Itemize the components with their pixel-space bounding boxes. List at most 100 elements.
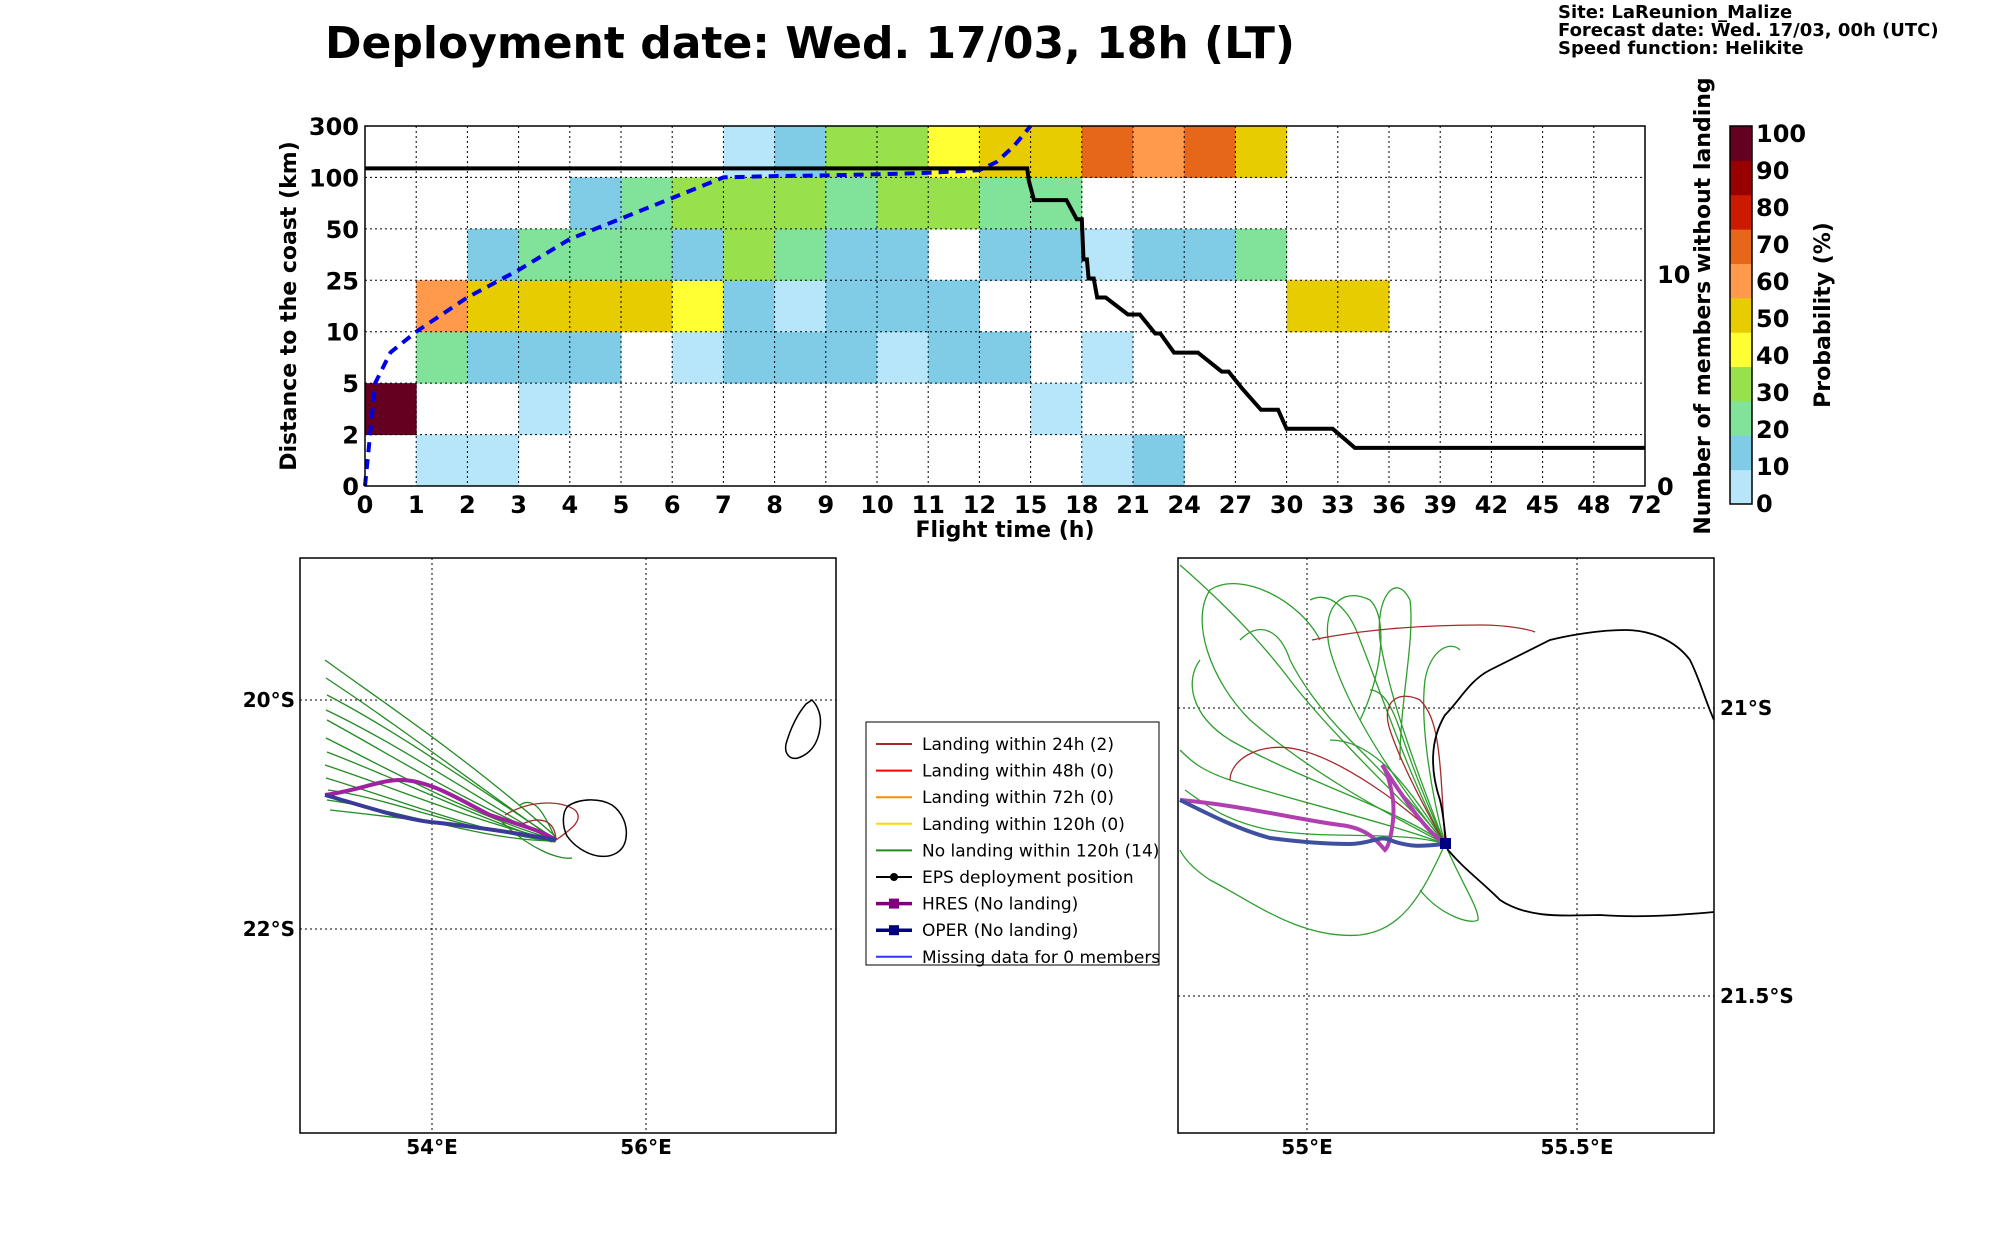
speed-function-label: Speed function: Helikite — [1558, 38, 1804, 59]
heatmap-cell — [774, 280, 827, 333]
heatmap-cell — [621, 280, 673, 333]
trajectory — [326, 694, 558, 841]
heatmap-cell — [928, 177, 980, 230]
heatmap-cell — [1081, 331, 1134, 384]
heatmap-cell — [518, 228, 571, 281]
lon-label: 54°E — [406, 1135, 458, 1159]
colorbar-band — [1730, 194, 1752, 230]
trajectory — [1386, 695, 1446, 845]
colorbar-band — [1730, 469, 1752, 505]
legend-label: Landing within 24h (2) — [922, 735, 1114, 755]
legend-marker — [890, 873, 898, 881]
colorbar-band — [1730, 297, 1752, 333]
heatmap-cell — [928, 331, 980, 384]
site-label: Site: LaReunion_Malize — [1558, 2, 1792, 23]
x-tick-label: 2 — [459, 491, 476, 519]
y-tick-label: 100 — [309, 164, 359, 192]
y-tick-label: 25 — [326, 267, 359, 295]
heatmap-cell — [774, 331, 827, 384]
legend-label: Landing within 72h (0) — [922, 788, 1114, 808]
heatmap-cell — [467, 331, 520, 384]
heatmap-cell — [1235, 228, 1288, 281]
heatmap-cell — [877, 228, 929, 281]
colorbar-tick-label: 80 — [1756, 194, 1789, 222]
trajectory — [325, 777, 556, 843]
map-frame — [1177, 557, 1715, 1134]
heatmap-cell — [825, 228, 878, 281]
y-tick-label: 50 — [326, 216, 359, 244]
colorbar-tick-label: 40 — [1756, 342, 1789, 370]
trajectory — [1191, 659, 1446, 845]
heatmap-grid — [365, 126, 1645, 486]
trajectory — [326, 719, 554, 839]
heatmap-cell — [1030, 126, 1083, 178]
heatmap-cell — [723, 280, 776, 333]
heatmap-cell — [1184, 126, 1236, 178]
heatmap-cell — [621, 177, 673, 230]
forecast-date-label: Forecast date: Wed. 17/03, 00h (UTC) — [1558, 20, 1939, 41]
trajectory — [1229, 746, 1446, 845]
heatmap-cell — [825, 280, 878, 333]
trajectory — [1423, 645, 1461, 845]
colorbar-tick-labels: 0 10 20 30 40 50 60 70 80 90 100 — [1756, 120, 1806, 518]
x-tick-label: 15 — [1014, 491, 1047, 519]
heatmap-cell — [1235, 126, 1288, 178]
y-tick-label: 0 — [342, 473, 359, 501]
trajectory — [504, 802, 579, 841]
map-frame — [299, 557, 837, 1134]
legend-item: Missing data for 0 members — [876, 948, 1160, 968]
members-without-landing-line — [365, 166, 1645, 450]
trajectory — [1311, 624, 1536, 641]
lon-label: 55.5°E — [1540, 1135, 1613, 1159]
x-tick-label: 18 — [1065, 491, 1098, 519]
heatmap-cells — [365, 126, 1390, 487]
trajectory — [1369, 689, 1446, 845]
heatmap-cell — [979, 228, 1032, 281]
heatmap-cell — [518, 280, 571, 333]
x-tick-label: 4 — [561, 491, 578, 519]
heatmap-cell — [518, 331, 571, 384]
x-tick-label: 3 — [510, 491, 527, 519]
colorbar-tick-label: 50 — [1756, 305, 1789, 333]
legend-label: EPS deployment position — [922, 868, 1134, 888]
heatmap-cell — [877, 177, 929, 230]
heatmap-cell — [1081, 126, 1134, 178]
reunion-island-outline — [1432, 629, 1715, 918]
heatmap-cell — [672, 331, 724, 384]
heatmap-cell — [467, 228, 520, 281]
legend-item: EPS deployment position — [876, 868, 1134, 888]
lat-label: 21°S — [1720, 696, 1772, 720]
heatmap-cell — [621, 228, 673, 281]
colorbar-tick-label: 10 — [1756, 453, 1789, 481]
heatmap-cell — [825, 331, 878, 384]
lat-label: 22°S — [243, 917, 295, 941]
trajectory — [324, 764, 555, 841]
x-tick-label: 39 — [1423, 491, 1456, 519]
colorbar-band — [1730, 263, 1752, 299]
heatmap-cell — [1337, 280, 1390, 333]
trajectory — [1179, 843, 1446, 937]
legend-label: HRES (No landing) — [922, 895, 1078, 915]
hres-trajectory — [1179, 763, 1447, 853]
heatmap-cell — [723, 177, 776, 230]
y2-tick-labels: 0 10 — [1657, 261, 1690, 501]
legend-marker — [889, 898, 899, 909]
legend-label: Landing within 48h (0) — [922, 762, 1114, 782]
colorbar-tick-label: 100 — [1756, 120, 1806, 148]
colorbar-tick-label: 20 — [1756, 416, 1789, 444]
x-tick-label: 7 — [715, 491, 732, 519]
trajectory — [324, 659, 556, 837]
colorbar: 0 10 20 30 40 50 60 70 80 90 100 Probability (%) — [1729, 120, 1836, 518]
heatmap-cell — [569, 280, 622, 333]
colorbar-band — [1730, 435, 1752, 471]
legend-item: Landing within 24h (2) — [876, 735, 1114, 755]
colorbar-tick-label: 90 — [1756, 157, 1789, 185]
x-tick-label: 0 — [357, 491, 374, 519]
oper-trajectory — [324, 793, 557, 842]
deployment-position-marker — [1440, 838, 1451, 849]
lon-label: 56°E — [620, 1135, 672, 1159]
page-title: Deployment date: Wed. 17/03, 18h (LT) — [325, 18, 1295, 69]
x-tick-label: 27 — [1219, 491, 1252, 519]
